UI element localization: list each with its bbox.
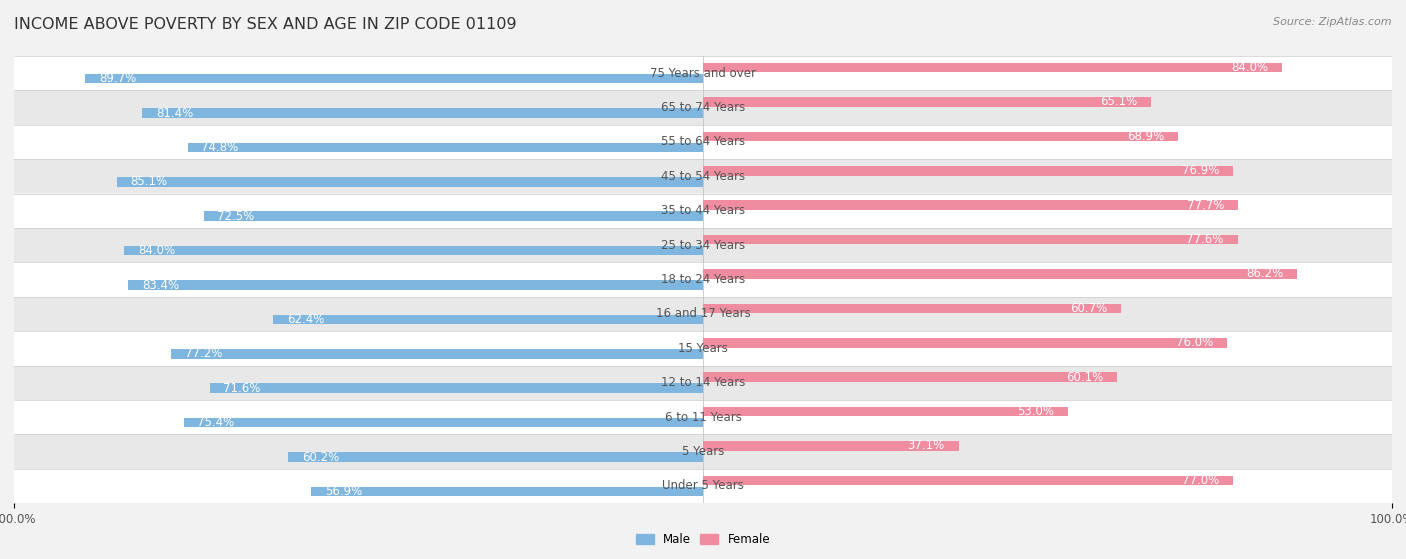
Bar [14, 91, 1392, 125]
Text: 68.9%: 68.9% [1126, 130, 1164, 143]
Text: 85.1%: 85.1% [131, 176, 167, 188]
Bar [128, 280, 703, 290]
Bar [703, 131, 1178, 141]
Bar [703, 235, 1237, 244]
Text: 45 to 54 Years: 45 to 54 Years [661, 170, 745, 183]
Bar [703, 304, 1121, 313]
Text: 5 Years: 5 Years [682, 445, 724, 458]
Text: 75 Years and over: 75 Years and over [650, 67, 756, 79]
Bar [14, 434, 1392, 468]
Bar [184, 418, 703, 428]
Bar [703, 97, 1152, 107]
Text: Source: ZipAtlas.com: Source: ZipAtlas.com [1274, 17, 1392, 27]
Text: 25 to 34 Years: 25 to 34 Years [661, 239, 745, 252]
Text: 65 to 74 Years: 65 to 74 Years [661, 101, 745, 114]
Bar [14, 297, 1392, 331]
Text: 76.9%: 76.9% [1181, 164, 1219, 177]
Bar [14, 56, 1392, 91]
Text: 60.1%: 60.1% [1066, 371, 1104, 383]
Bar [14, 262, 1392, 297]
Text: 86.2%: 86.2% [1246, 268, 1284, 281]
Bar [703, 407, 1069, 416]
Bar [187, 143, 703, 152]
Bar [288, 452, 703, 462]
Text: 18 to 24 Years: 18 to 24 Years [661, 273, 745, 286]
Bar [703, 338, 1226, 348]
Bar [703, 63, 1282, 73]
Text: 65.1%: 65.1% [1101, 96, 1137, 108]
Text: 12 to 14 Years: 12 to 14 Years [661, 376, 745, 389]
Bar [204, 211, 703, 221]
Text: 81.4%: 81.4% [156, 107, 193, 120]
Bar [14, 331, 1392, 366]
Text: 74.8%: 74.8% [201, 141, 239, 154]
Text: 75.4%: 75.4% [197, 416, 235, 429]
Text: 72.5%: 72.5% [218, 210, 254, 222]
Bar [273, 315, 703, 324]
Text: Under 5 Years: Under 5 Years [662, 480, 744, 492]
Text: 77.7%: 77.7% [1187, 198, 1225, 212]
Text: 16 and 17 Years: 16 and 17 Years [655, 307, 751, 320]
Text: 62.4%: 62.4% [287, 313, 325, 326]
Bar [703, 476, 1233, 485]
Text: 35 to 44 Years: 35 to 44 Years [661, 204, 745, 217]
Text: 37.1%: 37.1% [907, 439, 945, 452]
Bar [209, 383, 703, 393]
Bar [172, 349, 703, 359]
Text: 76.0%: 76.0% [1175, 337, 1213, 349]
Bar [14, 400, 1392, 434]
Bar [14, 366, 1392, 400]
Bar [14, 193, 1392, 228]
Text: 77.2%: 77.2% [186, 347, 222, 361]
Text: 84.0%: 84.0% [138, 244, 176, 257]
Text: 83.4%: 83.4% [142, 278, 180, 291]
Text: 77.6%: 77.6% [1187, 233, 1223, 246]
Bar [142, 108, 703, 118]
Text: 6 to 11 Years: 6 to 11 Years [665, 411, 741, 424]
Bar [124, 246, 703, 255]
Legend: Male, Female: Male, Female [631, 528, 775, 551]
Bar [703, 269, 1296, 279]
Bar [14, 228, 1392, 262]
Text: 77.0%: 77.0% [1182, 474, 1219, 487]
Text: 89.7%: 89.7% [98, 72, 136, 85]
Text: 60.7%: 60.7% [1070, 302, 1108, 315]
Bar [14, 159, 1392, 193]
Text: 56.9%: 56.9% [325, 485, 361, 498]
Bar [703, 200, 1239, 210]
Bar [311, 486, 703, 496]
Bar [703, 372, 1116, 382]
Bar [703, 441, 959, 451]
Text: 15 Years: 15 Years [678, 342, 728, 355]
Text: 84.0%: 84.0% [1230, 61, 1268, 74]
Bar [14, 125, 1392, 159]
Text: 60.2%: 60.2% [302, 451, 339, 463]
Text: 71.6%: 71.6% [224, 382, 262, 395]
Bar [84, 74, 703, 83]
Text: 55 to 64 Years: 55 to 64 Years [661, 135, 745, 148]
Bar [117, 177, 703, 187]
Bar [14, 468, 1392, 503]
Text: 53.0%: 53.0% [1018, 405, 1054, 418]
Text: INCOME ABOVE POVERTY BY SEX AND AGE IN ZIP CODE 01109: INCOME ABOVE POVERTY BY SEX AND AGE IN Z… [14, 17, 516, 32]
Bar [703, 166, 1233, 176]
